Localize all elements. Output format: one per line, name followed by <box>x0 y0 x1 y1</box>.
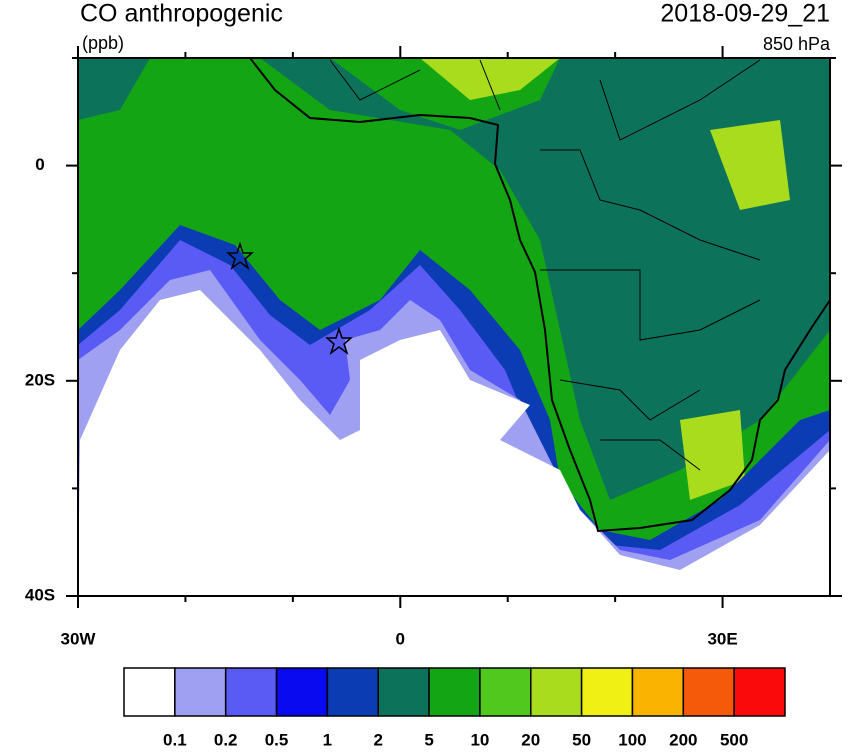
colorbar-label: 20 <box>521 730 540 749</box>
x-tick-label: 30E <box>707 629 737 648</box>
colorbar-label: 500 <box>720 730 748 749</box>
colorbar-box <box>580 667 634 717</box>
colorbar-box <box>631 667 685 717</box>
map-field <box>78 58 830 596</box>
colorbar-label: 2 <box>373 730 382 749</box>
site-marker <box>225 241 255 271</box>
level: 850 hPa <box>763 34 831 54</box>
field-lime <box>420 58 560 100</box>
colorbar-label: 1 <box>323 730 332 749</box>
borders <box>329 59 761 471</box>
colorbar-label: 0.5 <box>265 730 289 749</box>
site-marker <box>324 326 354 356</box>
colorbar-box <box>733 667 786 717</box>
x-tick-label: 0 <box>396 629 405 648</box>
colorbar-label: 10 <box>470 730 489 749</box>
colorbar-box <box>275 667 329 717</box>
field-lime <box>710 120 790 210</box>
map-frame <box>77 57 831 597</box>
colorbar-label: 200 <box>669 730 697 749</box>
colorbar-label: 0.2 <box>214 730 238 749</box>
colorbar-box <box>174 667 227 717</box>
coastline <box>249 58 830 533</box>
units: (ppb) <box>82 33 124 53</box>
colorbar-box <box>682 667 735 717</box>
field-lime <box>680 410 745 500</box>
title: CO anthropogenic <box>80 0 283 28</box>
colorbar-label: 0.1 <box>163 730 187 749</box>
colorbar-box <box>377 667 430 717</box>
colorbar-box <box>530 667 583 717</box>
y-tick-label: 40S <box>25 585 55 604</box>
y-tick-label: 0 <box>35 155 44 174</box>
colorbar-label: 50 <box>572 730 591 749</box>
colorbar-label: 5 <box>424 730 433 749</box>
colorbar-box <box>479 667 532 717</box>
time: 2018-09-29_21 <box>660 0 830 28</box>
colorbar-box <box>326 667 379 717</box>
field-white <box>78 290 830 596</box>
y-tick-label: 20S <box>25 370 55 389</box>
colorbar-label: 100 <box>618 730 646 749</box>
colorbar-box <box>224 667 278 717</box>
colorbar-box <box>123 667 176 717</box>
colorbar-box <box>428 667 481 717</box>
x-tick-label: 30W <box>61 629 97 648</box>
